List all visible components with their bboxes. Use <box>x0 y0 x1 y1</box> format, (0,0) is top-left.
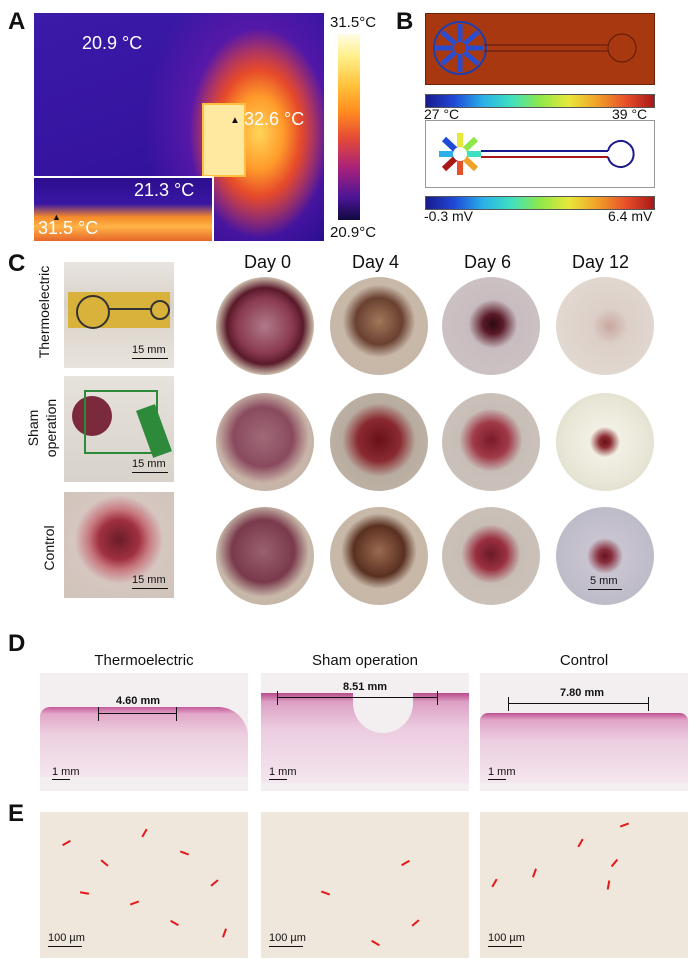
wound-thermo-day6 <box>442 277 540 375</box>
marker-arrow <box>401 859 410 867</box>
measure-label-thermoelectric: 4.60 mm <box>116 695 161 707</box>
marker-arrow <box>79 891 90 895</box>
marker-icon: ▲ <box>230 115 240 126</box>
thermal-colorbar <box>338 34 360 220</box>
photo-thermoelectric-device: 15 mm <box>64 262 174 368</box>
histology-thermoelectric: 4.60 mm 1 mm <box>40 673 248 791</box>
panel-label-a: A <box>8 8 26 35</box>
wound-scale-bar-line <box>588 589 622 590</box>
marker-arrow <box>62 839 71 847</box>
device-temp-label: 32.6 °C <box>244 109 305 129</box>
measure-line <box>508 703 648 704</box>
marker-arrow <box>129 900 140 906</box>
marker-arrow <box>532 868 537 878</box>
marker-arrow <box>606 880 611 890</box>
temperature-sim-device <box>433 21 637 75</box>
panel-label-d: D <box>8 630 26 657</box>
wound-scale-bar-label: 5 mm <box>590 575 618 587</box>
wound-thermo-day0 <box>216 277 314 375</box>
marker-arrow <box>371 939 380 947</box>
voltage-scale-bar <box>425 196 655 210</box>
marker-arrow <box>577 838 584 848</box>
thermal-image: ▲ 20.9 °C 32.6 °C ▲ 21.3 °C 31.5 °C <box>34 13 324 241</box>
panel-label-c: C <box>8 250 26 277</box>
histology-control: 7.80 mm 1 mm <box>480 673 688 791</box>
wound-sham-day0 <box>216 393 314 491</box>
hist-title-control: Control <box>559 652 609 669</box>
hist-scale-label: 1 mm <box>52 766 80 778</box>
ihc-thermoelectric: 100 µm <box>40 812 248 958</box>
wound-control-day0 <box>216 507 314 605</box>
device-pattern-icon <box>76 295 110 329</box>
temperature-scale-bar <box>425 94 655 108</box>
scale-bar-label: 15 mm <box>132 574 166 586</box>
measure-label-sham: 8.51 mm <box>343 681 388 693</box>
marker-arrow <box>222 928 227 938</box>
marker-arrow <box>100 859 109 867</box>
thermal-inset: ▲ 21.3 °C 31.5 °C <box>34 176 214 241</box>
day-label-12: Day 12 <box>572 252 630 272</box>
row-label-sham-1: Sham <box>25 409 41 447</box>
device-patch <box>202 103 246 177</box>
colorbar-max-label: 31.5°C <box>330 14 377 31</box>
measure-line <box>98 713 176 714</box>
marker-arrow <box>179 850 190 856</box>
wound-sham-day12 <box>556 393 654 491</box>
histology-sham: 8.51 mm 1 mm <box>261 673 469 791</box>
hist-title-sham: Sham operation <box>312 652 418 669</box>
panel-label-e: E <box>8 800 25 827</box>
day-label-6: Day 6 <box>464 252 512 272</box>
hist-title-thermoelectric: Thermoelectric <box>94 652 194 669</box>
wound-thermo-day12 <box>556 277 654 375</box>
measure-line <box>277 697 437 698</box>
voltage-simulation <box>425 120 655 188</box>
row-label-sham-2: operation <box>43 398 59 458</box>
wound-sham-day6 <box>442 393 540 491</box>
hist-scale-label: 1 mm <box>269 766 297 778</box>
temp-scale-max: 39 °C <box>612 106 648 122</box>
photo-control-wound: 15 mm <box>64 492 174 598</box>
ihc-scale-label: 100 µm <box>48 932 85 944</box>
marker-arrow <box>619 822 630 828</box>
ihc-control: 100 µm <box>480 812 688 958</box>
row-label-control: Control <box>41 525 57 571</box>
marker-arrow <box>210 879 219 887</box>
wound-control-day6 <box>442 507 540 605</box>
wound-sham-day4 <box>330 393 428 491</box>
voltage-sim-device <box>439 133 635 175</box>
marker-arrow <box>141 828 148 838</box>
measure-label-control: 7.80 mm <box>560 687 605 699</box>
scale-bar-label: 15 mm <box>132 344 166 356</box>
inset-marker-icon: ▲ <box>52 212 61 222</box>
marker-arrow <box>320 890 331 896</box>
row-label-thermoelectric: Thermoelectric <box>36 265 52 359</box>
temp-scale-min: 27 °C <box>424 106 460 122</box>
volt-scale-min: -0.3 mV <box>424 208 474 224</box>
inset-top-temp: 21.3 °C <box>134 180 195 200</box>
scale-bar-label: 15 mm <box>132 458 166 470</box>
scale-bar-line <box>132 358 168 359</box>
wound-thermo-day4 <box>330 277 428 375</box>
inset-bottom-temp: 31.5 °C <box>38 218 99 238</box>
panel-label-b: B <box>396 8 414 35</box>
wound-control-day4 <box>330 507 428 605</box>
temperature-simulation <box>425 13 655 85</box>
day-label-0: Day 0 <box>244 252 292 272</box>
ambient-temp-label: 20.9 °C <box>82 33 143 53</box>
marker-arrow <box>411 919 420 927</box>
ihc-scale-label: 100 µm <box>269 932 306 944</box>
hist-scale-label: 1 mm <box>488 766 516 778</box>
marker-arrow <box>170 919 179 927</box>
ihc-sham: 100 µm <box>261 812 469 958</box>
marker-arrow <box>610 858 619 868</box>
marker-arrow <box>491 878 498 888</box>
colorbar-min-label: 20.9°C <box>330 224 377 241</box>
photo-sham-device: 15 mm <box>64 376 174 482</box>
volt-scale-max: 6.4 mV <box>608 208 653 224</box>
day-label-4: Day 4 <box>352 252 400 272</box>
ihc-scale-label: 100 µm <box>488 932 525 944</box>
wound-control-day12: 5 mm <box>556 507 654 605</box>
